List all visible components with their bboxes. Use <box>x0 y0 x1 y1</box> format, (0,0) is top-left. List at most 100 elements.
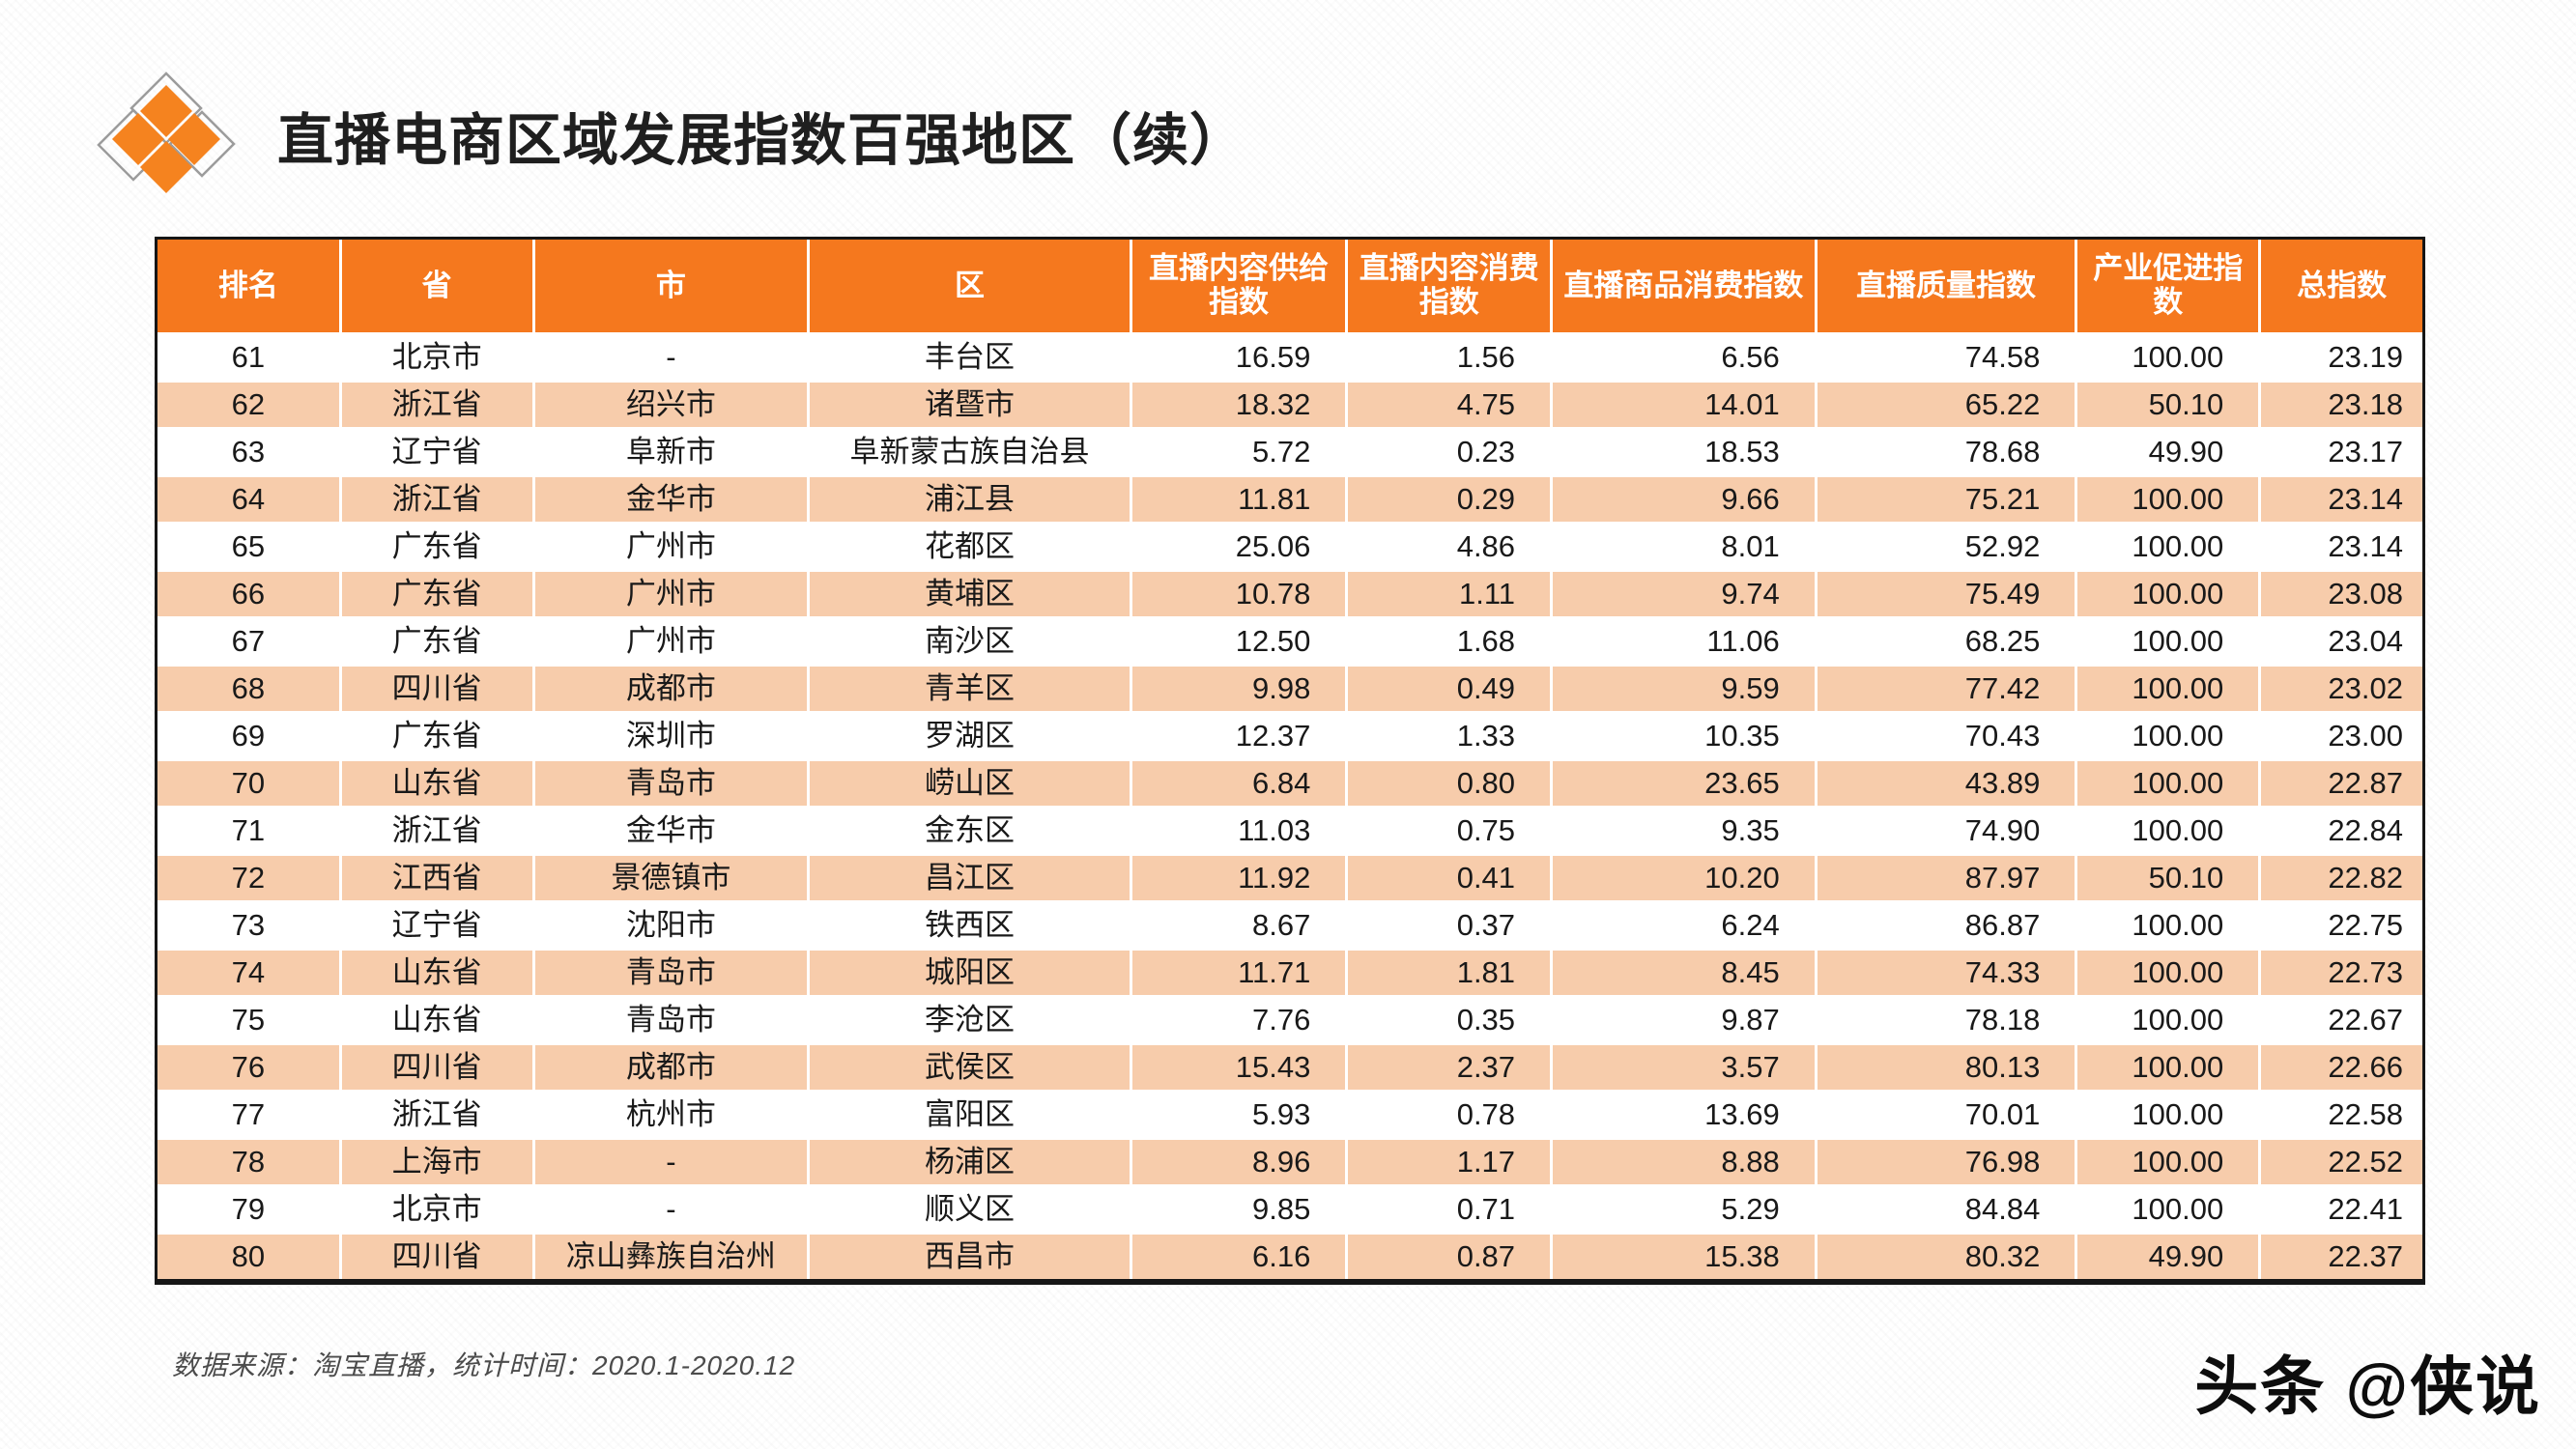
cell-district: 杨浦区 <box>807 1137 1132 1187</box>
cell-district: 青羊区 <box>807 664 1132 714</box>
cell-value-1: 2.37 <box>1345 1042 1554 1093</box>
cell-value-5: 22.41 <box>2258 1184 2422 1235</box>
cell-value-2: 11.06 <box>1550 616 1818 667</box>
cell-province: 江西省 <box>338 853 535 903</box>
cell-district: 黄埔区 <box>807 569 1132 619</box>
cell-value-5: 22.66 <box>2258 1042 2422 1093</box>
cell-district: 城阳区 <box>807 948 1132 998</box>
cell-district: 南沙区 <box>807 616 1132 667</box>
cell-value-2: 9.74 <box>1550 569 1818 619</box>
table-row-rank-80: 80 四川省 凉山彝族自治州 西昌市 6.16 0.87 15.38 80.32 49.90 22… <box>157 1232 2422 1279</box>
cell-value-2: 6.24 <box>1550 900 1818 951</box>
cell-value-4: 100.00 <box>2075 758 2262 809</box>
cell-province: 浙江省 <box>338 474 535 525</box>
cell-province: 浙江省 <box>338 806 535 856</box>
cell-district: 阜新蒙古族自治县 <box>807 427 1132 477</box>
cell-value-2: 8.45 <box>1550 948 1818 998</box>
cell-district: 崂山区 <box>807 758 1132 809</box>
cell-city: 广州市 <box>531 616 811 667</box>
cell-value-4: 50.10 <box>2075 853 2262 903</box>
cell-rank: 77 <box>157 1090 342 1140</box>
table-row-rank-69: 69 广东省 深圳市 罗湖区 12.37 1.33 10.35 70.43 100.00 23.0… <box>157 711 2422 761</box>
cell-value-3: 74.90 <box>1814 806 2078 856</box>
table-row-rank-76: 76 四川省 成都市 武侯区 15.43 2.37 3.57 80.13 100.00 22.66 <box>157 1042 2422 1093</box>
cell-value-1: 0.37 <box>1345 900 1554 951</box>
cell-value-4: 100.00 <box>2075 474 2262 525</box>
cell-value-2: 10.35 <box>1550 711 1818 761</box>
cell-value-4: 100.00 <box>2075 616 2262 667</box>
cell-value-4: 100.00 <box>2075 664 2262 714</box>
cell-value-1: 0.35 <box>1345 995 1554 1045</box>
cell-city: 金华市 <box>531 474 811 525</box>
cell-district: 花都区 <box>807 522 1132 572</box>
cell-value-4: 50.10 <box>2075 380 2262 430</box>
cell-city: 成都市 <box>531 1042 811 1093</box>
column-header-8: 产业促进指数 <box>2075 240 2262 335</box>
cell-value-1: 0.23 <box>1345 427 1554 477</box>
cell-value-4: 100.00 <box>2075 1137 2262 1187</box>
column-header-4: 直播内容供给指数 <box>1129 240 1349 335</box>
cell-value-1: 4.75 <box>1345 380 1554 430</box>
table-row-rank-72: 72 江西省 景德镇市 昌江区 11.92 0.41 10.20 87.97 50.10 22.8… <box>157 853 2422 903</box>
table-row-rank-78: 78 上海市 - 杨浦区 8.96 1.17 8.88 76.98 100.00 22.52 <box>157 1137 2422 1187</box>
column-header-5: 直播内容消费指数 <box>1345 240 1554 335</box>
table-row-rank-62: 62 浙江省 绍兴市 诸暨市 18.32 4.75 14.01 65.22 50.10 23.18 <box>157 380 2422 430</box>
cell-rank: 63 <box>157 427 342 477</box>
cell-rank: 65 <box>157 522 342 572</box>
cell-district: 西昌市 <box>807 1232 1132 1279</box>
cell-value-2: 9.59 <box>1550 664 1818 714</box>
cell-value-0: 5.72 <box>1129 427 1349 477</box>
column-header-6: 直播商品消费指数 <box>1550 240 1818 335</box>
cell-city: 阜新市 <box>531 427 811 477</box>
table-row-rank-77: 77 浙江省 杭州市 富阳区 5.93 0.78 13.69 70.01 100.00 22.58 <box>157 1090 2422 1140</box>
cell-rank: 68 <box>157 664 342 714</box>
cell-value-4: 100.00 <box>2075 711 2262 761</box>
cell-rank: 76 <box>157 1042 342 1093</box>
cell-value-2: 15.38 <box>1550 1232 1818 1279</box>
cell-value-1: 1.68 <box>1345 616 1554 667</box>
cell-value-4: 100.00 <box>2075 900 2262 951</box>
cell-value-1: 1.33 <box>1345 711 1554 761</box>
cell-city: 青岛市 <box>531 758 811 809</box>
cell-province: 上海市 <box>338 1137 535 1187</box>
cell-city: - <box>531 1137 811 1187</box>
cell-value-5: 23.04 <box>2258 616 2422 667</box>
cell-value-4: 100.00 <box>2075 806 2262 856</box>
cell-value-1: 1.56 <box>1345 332 1554 383</box>
cell-value-3: 74.58 <box>1814 332 2078 383</box>
cell-value-5: 23.18 <box>2258 380 2422 430</box>
cell-value-1: 0.71 <box>1345 1184 1554 1235</box>
cell-value-0: 10.78 <box>1129 569 1349 619</box>
cell-value-1: 1.11 <box>1345 569 1554 619</box>
cell-value-3: 80.13 <box>1814 1042 2078 1093</box>
cell-value-4: 100.00 <box>2075 948 2262 998</box>
cell-value-0: 16.59 <box>1129 332 1349 383</box>
cell-value-0: 11.03 <box>1129 806 1349 856</box>
cell-district: 罗湖区 <box>807 711 1132 761</box>
cell-value-1: 0.75 <box>1345 806 1554 856</box>
column-header-1: 省 <box>338 240 535 335</box>
cell-rank: 72 <box>157 853 342 903</box>
cell-value-0: 25.06 <box>1129 522 1349 572</box>
cell-value-0: 6.84 <box>1129 758 1349 809</box>
table-row-rank-70: 70 山东省 青岛市 崂山区 6.84 0.80 23.65 43.89 100.00 22.87 <box>157 758 2422 809</box>
cell-value-0: 5.93 <box>1129 1090 1349 1140</box>
cell-value-5: 23.02 <box>2258 664 2422 714</box>
cell-city: 绍兴市 <box>531 380 811 430</box>
cell-value-3: 78.18 <box>1814 995 2078 1045</box>
cell-value-2: 5.29 <box>1550 1184 1818 1235</box>
cell-city: 金华市 <box>531 806 811 856</box>
cell-city: 凉山彝族自治州 <box>531 1232 811 1279</box>
cell-value-5: 22.75 <box>2258 900 2422 951</box>
cell-value-5: 22.84 <box>2258 806 2422 856</box>
cell-province: 广东省 <box>338 522 535 572</box>
table-row-rank-71: 71 浙江省 金华市 金东区 11.03 0.75 9.35 74.90 100.00 22.84 <box>157 806 2422 856</box>
cell-value-3: 68.25 <box>1814 616 2078 667</box>
cell-value-2: 9.87 <box>1550 995 1818 1045</box>
cell-district: 昌江区 <box>807 853 1132 903</box>
cell-value-2: 8.88 <box>1550 1137 1818 1187</box>
cell-province: 山东省 <box>338 995 535 1045</box>
cell-value-3: 80.32 <box>1814 1232 2078 1279</box>
cell-value-3: 74.33 <box>1814 948 2078 998</box>
